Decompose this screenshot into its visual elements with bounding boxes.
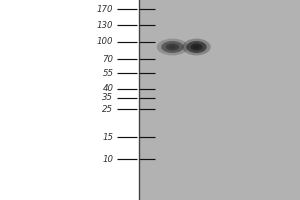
Text: 130: 130 — [97, 21, 113, 29]
Ellipse shape — [161, 41, 184, 53]
Text: 35: 35 — [102, 94, 113, 102]
Text: 55: 55 — [102, 68, 113, 77]
Text: 70: 70 — [102, 54, 113, 64]
Text: 25: 25 — [102, 104, 113, 114]
Text: 40: 40 — [102, 84, 113, 93]
Ellipse shape — [169, 45, 176, 49]
Ellipse shape — [186, 41, 207, 53]
Text: 100: 100 — [97, 38, 113, 46]
Text: 10: 10 — [102, 154, 113, 164]
Bar — [139, 0, 300, 200]
Ellipse shape — [190, 43, 202, 51]
Text: 170: 170 — [97, 4, 113, 14]
Ellipse shape — [194, 45, 200, 49]
Text: 15: 15 — [102, 132, 113, 142]
Ellipse shape — [182, 39, 211, 55]
Ellipse shape — [166, 43, 179, 51]
Ellipse shape — [157, 39, 188, 55]
